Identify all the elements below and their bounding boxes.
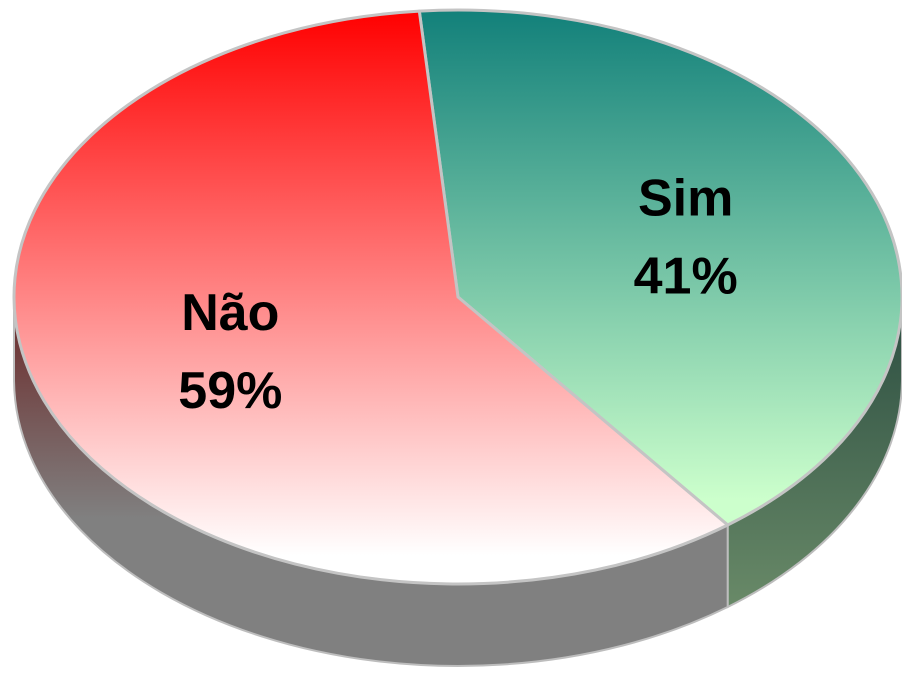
slice-value-label: 59% — [178, 362, 282, 420]
slice — [417, 8, 902, 527]
slice — [12, 9, 730, 586]
slice-value-label: 41% — [634, 248, 738, 306]
slice-category-label: Sim — [638, 170, 733, 228]
pie: Sim 41% Não 59% — [12, 8, 902, 667]
slice-category-label: Não — [181, 284, 279, 342]
